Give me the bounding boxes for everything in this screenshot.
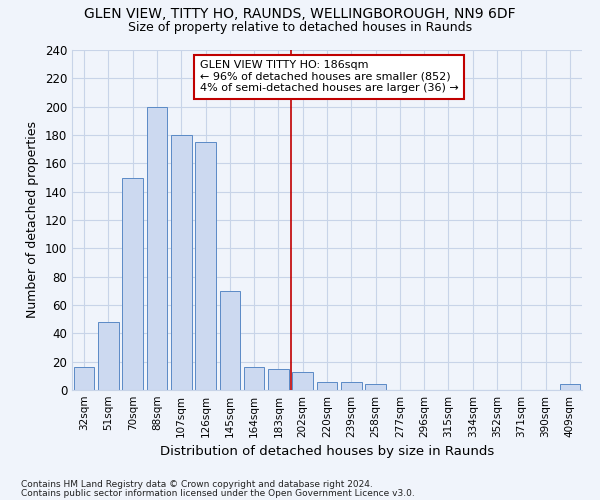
Bar [98,322,119,390]
Bar [220,291,240,390]
Bar [122,178,143,390]
Bar [146,106,167,390]
Bar [268,369,289,390]
Text: Contains HM Land Registry data © Crown copyright and database right 2024.: Contains HM Land Registry data © Crown c… [21,480,373,489]
Bar [560,384,580,390]
Bar [244,368,265,390]
Text: Size of property relative to detached houses in Raunds: Size of property relative to detached ho… [128,22,472,35]
Bar [195,142,216,390]
Bar [171,135,191,390]
Bar [317,382,337,390]
Bar [74,368,94,390]
Bar [365,384,386,390]
Bar [292,372,313,390]
X-axis label: Distribution of detached houses by size in Raunds: Distribution of detached houses by size … [160,446,494,458]
Text: Contains public sector information licensed under the Open Government Licence v3: Contains public sector information licen… [21,488,415,498]
Text: GLEN VIEW TITTY HO: 186sqm
← 96% of detached houses are smaller (852)
4% of semi: GLEN VIEW TITTY HO: 186sqm ← 96% of deta… [199,60,458,94]
Y-axis label: Number of detached properties: Number of detached properties [26,122,39,318]
Text: GLEN VIEW, TITTY HO, RAUNDS, WELLINGBOROUGH, NN9 6DF: GLEN VIEW, TITTY HO, RAUNDS, WELLINGBORO… [84,8,516,22]
Bar [341,382,362,390]
